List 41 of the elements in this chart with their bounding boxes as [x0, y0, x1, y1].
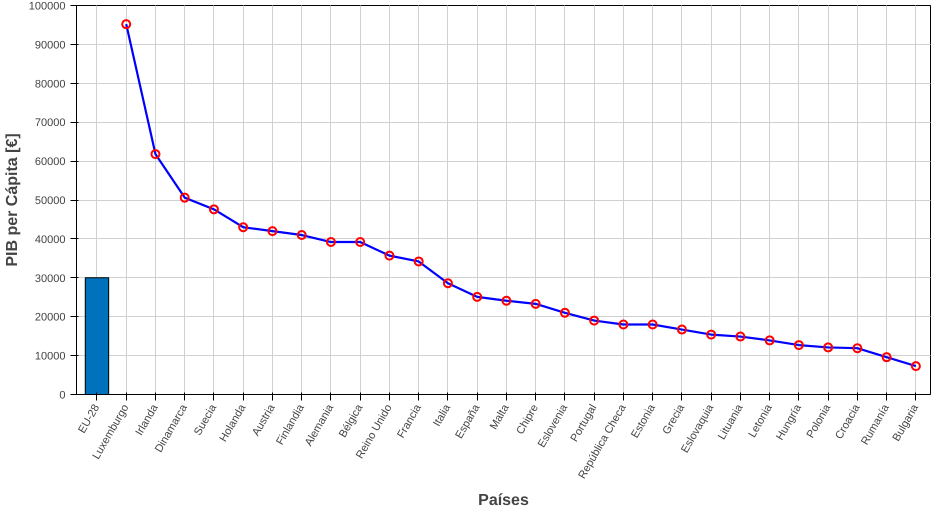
y-tick-label: 0	[59, 390, 66, 402]
y-tick-label: 60000	[34, 156, 66, 168]
point	[882, 352, 892, 362]
y-tick-label: 80000	[34, 78, 66, 90]
point	[735, 332, 746, 342]
point	[355, 237, 366, 248]
point	[238, 222, 248, 232]
point	[618, 319, 628, 330]
y-tick-label: 30000	[34, 272, 66, 285]
point	[530, 298, 541, 309]
point	[472, 292, 482, 302]
point	[267, 226, 278, 236]
y-tick-label: 40000	[34, 234, 66, 246]
point	[823, 342, 834, 352]
point	[150, 149, 160, 160]
y-tick-label: 10000	[34, 350, 66, 363]
y-tick-label: 90000	[34, 39, 66, 52]
point	[121, 19, 132, 30]
y-tick-label: 20000	[34, 312, 66, 324]
y-tick-label: 100000	[28, 0, 66, 12]
point	[852, 343, 862, 354]
point	[794, 340, 804, 350]
point	[676, 324, 687, 335]
point	[442, 278, 453, 288]
point	[764, 335, 775, 346]
point	[706, 330, 716, 340]
y-tick-label: 70000	[34, 117, 66, 130]
x-axis-title: Países	[478, 492, 529, 510]
point	[648, 319, 658, 330]
point	[208, 204, 219, 214]
point	[501, 296, 512, 306]
y-axis-title: PIB per Cápita [€]	[4, 133, 21, 267]
point	[326, 237, 336, 248]
point	[589, 316, 600, 326]
point	[384, 250, 394, 261]
point	[560, 308, 570, 318]
y-tick-label: 50000	[34, 195, 66, 207]
point	[910, 361, 921, 372]
point	[180, 192, 190, 203]
point	[296, 230, 307, 240]
point	[414, 256, 424, 266]
